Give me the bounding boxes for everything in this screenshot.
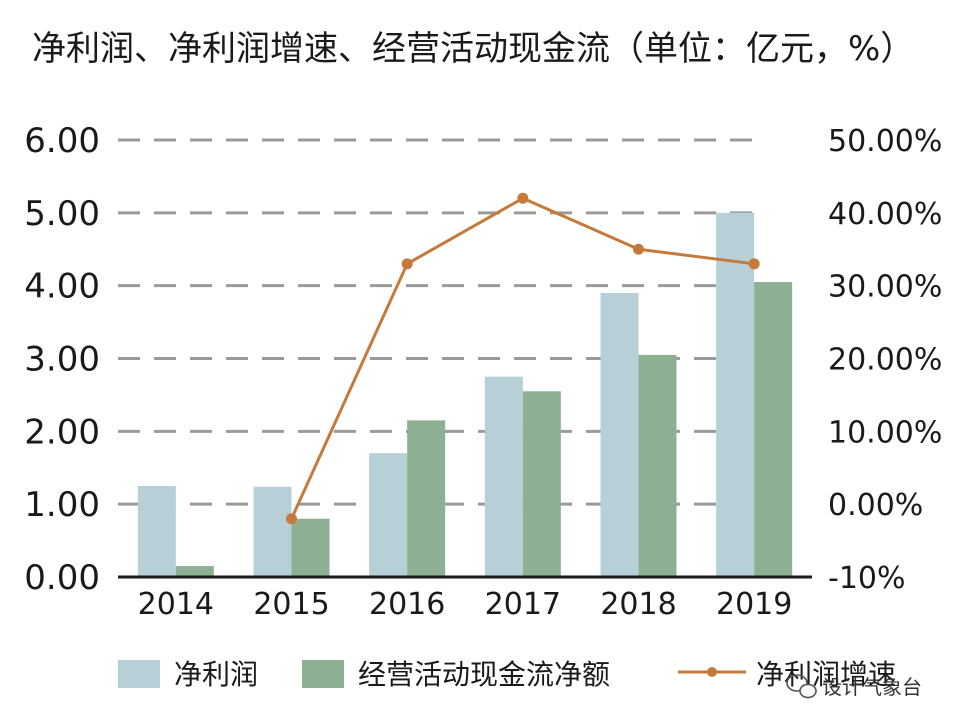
growth-point: [286, 513, 297, 525]
left-y-tick-label: 3.00: [24, 340, 100, 380]
legend-swatch-growth-marker: [707, 667, 717, 677]
bar-cash-flow: [754, 282, 793, 577]
x-tick-label: 2017: [485, 587, 561, 622]
growth-line: [286, 192, 760, 525]
right-y-tick-label: 30.00%: [828, 270, 942, 305]
left-y-tick-label: 4.00: [24, 267, 100, 307]
x-tick-label: 2014: [138, 587, 214, 622]
left-y-axis: 0.00 1.00 2.00 3.00 4.00 5.00 6.00: [24, 121, 100, 598]
growth-point: [517, 192, 529, 204]
bar-net-profit: [484, 376, 523, 577]
left-y-tick-label: 5.00: [24, 194, 100, 234]
x-axis-ticks: 2014 2015 2016 2017 2018 2019: [138, 587, 793, 622]
wechat-icon: [786, 674, 817, 699]
watermark-text: 设计气象台: [822, 675, 922, 699]
legend-swatch-net-profit: [118, 660, 160, 688]
bar-net-profit: [716, 212, 755, 578]
x-tick-label: 2018: [600, 587, 676, 622]
x-tick-label: 2019: [716, 587, 792, 622]
legend-label-net-profit: 净利润: [174, 658, 258, 691]
bar-cash-flow: [407, 420, 446, 577]
bar-cash-flow: [638, 354, 677, 577]
right-y-tick-label: 50.00%: [828, 124, 942, 159]
bar-net-profit: [369, 453, 408, 577]
bar-net-profit: [253, 486, 292, 577]
right-y-axis: -10% 0.00% 10.00% 20.00% 30.00% 40.00% 50.00%: [828, 124, 942, 596]
x-tick-label: 2015: [253, 587, 329, 622]
right-y-tick-label: 10.00%: [828, 415, 942, 450]
legend-label-growth: 净利润增速: [756, 658, 896, 691]
left-y-tick-label: 0.00: [24, 558, 100, 598]
bar-net-profit: [137, 485, 176, 577]
right-y-tick-label: -10%: [828, 561, 906, 596]
growth-point: [748, 258, 760, 270]
growth-point: [401, 258, 413, 270]
legend-swatch-cash-flow: [302, 660, 344, 688]
bar-cash-flow: [522, 391, 561, 577]
x-tick-label: 2016: [369, 587, 445, 622]
legend: 净利润 经营活动现金流净额 净利润增速: [118, 658, 896, 691]
left-y-tick-label: 2.00: [24, 412, 100, 452]
watermark: 设计气象台: [786, 674, 922, 699]
left-y-tick-label: 1.00: [24, 485, 100, 525]
bar-net-profit: [600, 292, 639, 577]
growth-point: [633, 243, 644, 255]
left-y-tick-label: 6.00: [24, 121, 100, 161]
bar-cash-flow: [291, 518, 330, 577]
bar-cash-flow: [175, 566, 214, 577]
right-y-tick-label: 20.00%: [828, 343, 942, 378]
chart-title: 净利润、净利润增速、经营活动现金流（单位：亿元，%）: [32, 29, 914, 69]
bars: [137, 212, 793, 578]
right-y-tick-label: 0.00%: [828, 488, 923, 523]
right-y-tick-label: 40.00%: [828, 197, 942, 232]
legend-label-cash-flow: 经营活动现金流净额: [358, 658, 610, 691]
